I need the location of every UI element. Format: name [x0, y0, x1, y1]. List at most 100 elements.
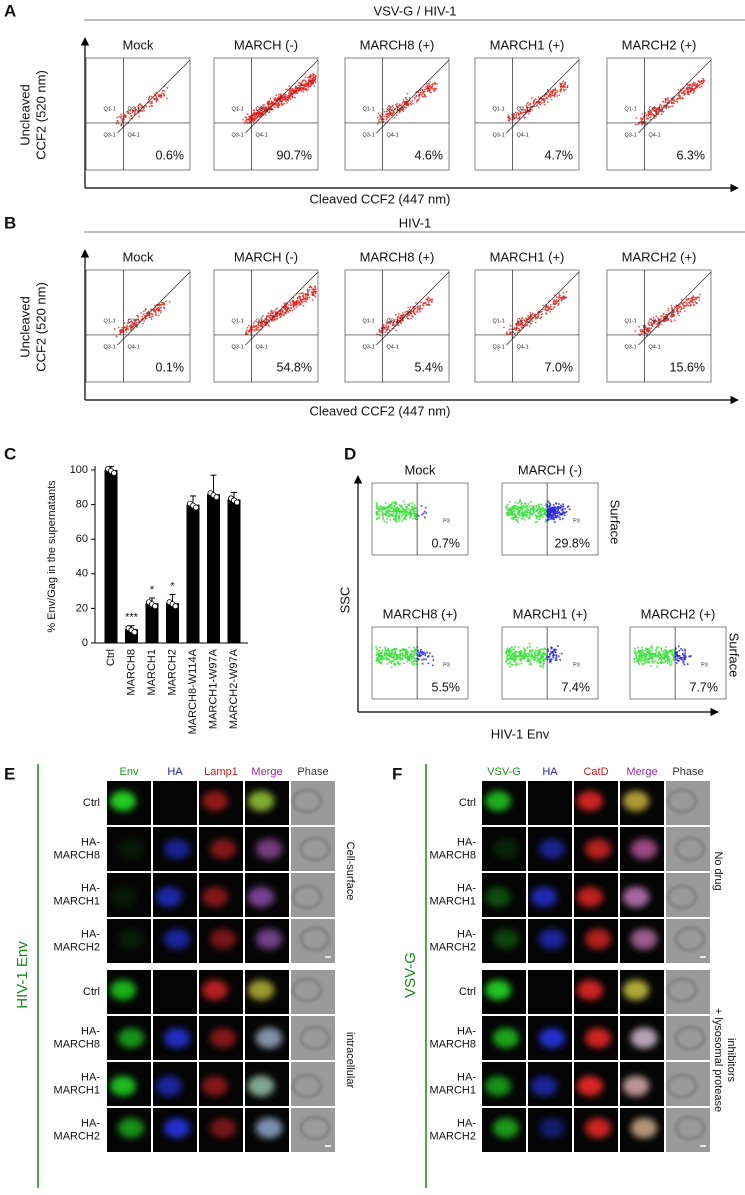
dot [699, 82, 701, 84]
dot [307, 289, 309, 291]
x-tick-label: MARCH8-W114A [187, 648, 199, 734]
dot [689, 656, 691, 658]
dot [295, 302, 297, 304]
cell-signal [493, 929, 519, 949]
dot [293, 305, 295, 307]
dot [386, 116, 388, 118]
percent: 5.5% [432, 680, 461, 694]
dot [376, 660, 378, 662]
dot [530, 505, 532, 507]
y-tick-label: 40 [76, 568, 88, 580]
dot [424, 517, 426, 519]
dot [404, 649, 406, 651]
dot [303, 91, 305, 93]
dot [299, 302, 301, 304]
gate-label: P3 [573, 662, 580, 668]
column-header: Merge [251, 766, 282, 778]
quadrant-label: Q2-1 [386, 318, 398, 324]
dot [392, 505, 394, 507]
dot [524, 511, 526, 513]
dot [302, 84, 304, 86]
dot [253, 322, 255, 324]
dot [556, 654, 558, 656]
y-tick-label: 80 [76, 499, 88, 511]
dot [385, 502, 387, 504]
dot [695, 298, 697, 300]
dot [564, 296, 566, 298]
plot-title: MARCH1 (+) [490, 37, 565, 52]
plot-title: MARCH2 (+) [641, 606, 716, 621]
dot [527, 102, 529, 104]
dot [290, 90, 292, 92]
dot [410, 318, 412, 320]
dot [537, 509, 539, 511]
dot [166, 87, 168, 89]
dot [416, 306, 418, 308]
dot [557, 645, 559, 647]
dot [530, 323, 532, 325]
dot [400, 649, 402, 651]
dot [284, 307, 286, 309]
dot [387, 508, 389, 510]
dot [691, 83, 693, 85]
quadrant-label: Q2-1 [127, 106, 139, 112]
dot [309, 80, 311, 82]
dot [412, 517, 414, 519]
dot [526, 655, 528, 657]
dot [386, 330, 388, 332]
dot [539, 518, 541, 520]
dot [558, 503, 560, 505]
dot [271, 100, 273, 102]
dot [124, 327, 126, 329]
dot [124, 322, 126, 324]
dot [524, 652, 526, 654]
percent: 7.4% [562, 680, 591, 694]
dot [698, 299, 700, 301]
dot [310, 84, 312, 86]
dot [683, 92, 685, 94]
dot [555, 89, 557, 91]
dot [410, 102, 412, 104]
dot [513, 664, 515, 666]
dot [436, 83, 438, 85]
dot [409, 503, 411, 505]
dot [684, 301, 686, 303]
dot [403, 662, 405, 664]
gate-label: P3 [443, 518, 450, 524]
dot [150, 103, 152, 105]
dot [143, 313, 145, 315]
dot [698, 85, 700, 87]
dot [560, 83, 562, 85]
dot [254, 112, 256, 114]
dot [642, 113, 644, 115]
dot [517, 118, 519, 120]
dot [386, 113, 388, 115]
dot [668, 660, 670, 662]
dot [553, 649, 555, 651]
dot [378, 655, 380, 657]
quadrant-label: Q2-1 [516, 318, 528, 324]
dot [642, 649, 644, 651]
dot [558, 655, 560, 657]
dot [247, 327, 249, 329]
dot [554, 514, 556, 516]
dot [395, 648, 397, 650]
dot [143, 110, 145, 112]
quadrant-label: Q1-1 [231, 106, 243, 112]
dot [521, 507, 523, 509]
dot [426, 652, 428, 654]
dot [644, 656, 646, 658]
dot [562, 86, 564, 88]
replicate-dot [173, 604, 178, 609]
dot [650, 665, 652, 667]
row-label: HA- [81, 1071, 100, 1083]
dot [535, 98, 537, 100]
dot [527, 315, 529, 317]
dot [384, 646, 386, 648]
dot [282, 310, 284, 312]
dot [156, 99, 158, 101]
dot [382, 517, 384, 519]
dot [529, 646, 531, 648]
dot [672, 102, 674, 104]
dot [376, 507, 378, 509]
